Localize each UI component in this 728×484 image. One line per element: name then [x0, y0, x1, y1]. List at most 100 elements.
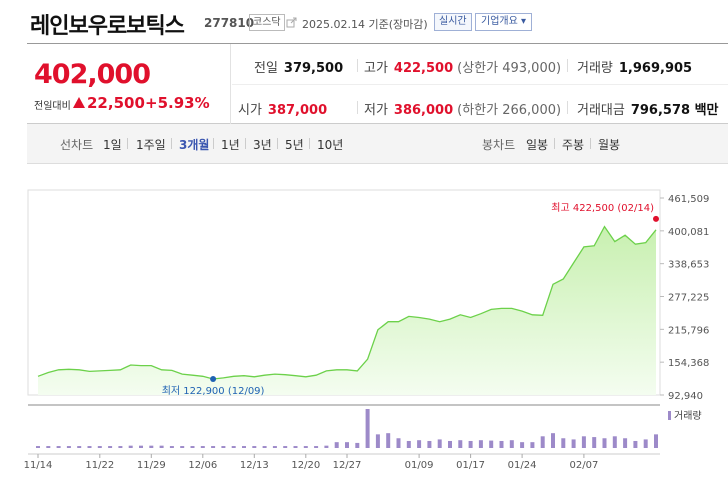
up-arrow-icon — [73, 97, 85, 108]
line-chart-label: 선차트 — [60, 138, 94, 152]
volume-bar — [417, 440, 422, 448]
tab-monthly[interactable]: 월봉 — [598, 138, 621, 152]
volume-bar — [581, 436, 586, 448]
volume-bar — [386, 433, 391, 448]
divider — [357, 101, 358, 114]
stat-value: 379,500 — [283, 61, 344, 76]
x-tick-label: 01/17 — [456, 460, 485, 471]
volume-bar — [190, 446, 195, 448]
volume-bar — [272, 446, 277, 448]
tab-1w[interactable]: 1주일 — [136, 138, 166, 152]
divider — [357, 59, 358, 72]
x-tick-label: 11/22 — [85, 460, 114, 471]
chart-tabs: 선차트 1일 1주일 3개월 1년 3년 5년 10년 봉차트 일봉 주봉 월봉 — [27, 124, 728, 164]
company-overview-button[interactable]: 기업개요 ▾ — [475, 13, 532, 31]
volume-bar — [108, 446, 113, 448]
candle-chart-label: 봉차트 — [482, 138, 516, 152]
volume-bar — [592, 437, 597, 448]
volume-bar — [427, 440, 432, 448]
volume-bar — [97, 446, 102, 448]
divider — [567, 59, 568, 72]
tab-1y[interactable]: 1년 — [221, 138, 240, 152]
volume-bar — [530, 442, 535, 448]
stat-label: 거래대금 — [577, 103, 625, 118]
stock-name: 레인보우로보틱스 — [30, 14, 185, 39]
volume-bars: 거래량 — [36, 409, 702, 448]
divider — [171, 138, 172, 149]
y-tick-label: 400,081 — [668, 227, 709, 238]
volume-bar — [211, 446, 216, 448]
volume-bar — [66, 446, 71, 448]
divider — [277, 138, 278, 149]
volume-bar — [139, 445, 143, 448]
max-marker — [653, 215, 659, 222]
x-tick-label: 12/20 — [291, 460, 320, 471]
divider — [567, 101, 568, 114]
x-tick-label: 11/29 — [137, 460, 166, 471]
x-tick-label: 01/09 — [405, 460, 434, 471]
divider — [127, 138, 128, 149]
stat-label: 저가 — [364, 103, 388, 118]
tab-5y[interactable]: 5년 — [285, 138, 304, 152]
volume-bar — [262, 446, 267, 448]
volume-bar — [36, 446, 40, 448]
volume-bar — [355, 442, 360, 448]
price-diff: 22,500 — [87, 94, 145, 112]
volume-bar — [334, 442, 339, 448]
divider — [232, 84, 728, 85]
stat-high: 고가 422,500 (상한가 493,000) — [364, 57, 561, 76]
divider — [309, 138, 310, 149]
divider — [554, 138, 555, 149]
volume-bar — [159, 445, 164, 448]
stat-value: 1,969,905 — [618, 61, 693, 76]
y-tick-label: 92,940 — [668, 391, 703, 402]
volume-bar — [571, 439, 576, 448]
base-date: 2025.02.14 기준(장마감) — [302, 18, 428, 31]
volume-bar — [633, 440, 638, 448]
volume-bar — [128, 445, 133, 448]
current-price: 402,000 — [34, 59, 151, 90]
volume-bar — [437, 439, 442, 448]
volume-bar — [551, 433, 555, 448]
volume-bar — [643, 439, 648, 448]
tab-10y[interactable]: 10년 — [317, 138, 344, 152]
tab-1d[interactable]: 1일 — [103, 138, 122, 152]
stat-label: 거래량 — [577, 61, 613, 76]
volume-bar — [406, 440, 411, 448]
share-icon[interactable] — [286, 16, 298, 28]
realtime-button[interactable]: 실시간 — [434, 13, 472, 31]
stat-value: 386,000 — [393, 103, 454, 118]
volume-bar — [468, 440, 473, 448]
tab-3y[interactable]: 3년 — [253, 138, 272, 152]
volume-bar — [396, 438, 401, 448]
stat-label: 시가 — [238, 103, 262, 118]
x-tick-label: 12/06 — [188, 460, 217, 471]
y-tick-label: 461,509 — [668, 194, 709, 205]
market-badge: 코스닥 — [249, 14, 285, 31]
x-axis-ticks: 11/14 11/22 11/29 12/06 12/13 12/20 12/27 01/09… — [24, 454, 598, 471]
chart-markers: 최고 422,500 (02/14) 최저 122,900 (12/09) — [162, 202, 659, 397]
y-tick-label: 154,368 — [668, 358, 709, 369]
diff-label: 전일대비 — [34, 101, 71, 112]
x-tick-label: 11/14 — [24, 460, 53, 471]
price-box: 402,000 전일대비 22,500 +5.93% — [27, 44, 231, 124]
tab-weekly[interactable]: 주봉 — [562, 138, 585, 152]
y-axis-ticks: 461,509 400,081 338,653 277,225 215,796 154,3… — [660, 194, 709, 402]
tab-3m[interactable]: 3개월 — [179, 138, 210, 152]
volume-bar — [345, 442, 349, 448]
volume-bar — [509, 440, 514, 448]
stat-amount: 거래대금 796,578 백만 — [577, 99, 719, 118]
volume-bar — [561, 438, 566, 448]
volume-legend-label: 거래량 — [674, 410, 702, 422]
volume-bar — [314, 446, 319, 448]
stat-value: 422,500 — [393, 61, 454, 76]
volume-bar — [448, 440, 452, 448]
volume-bar — [283, 446, 288, 448]
tab-daily[interactable]: 일봉 — [526, 138, 549, 152]
volume-bar — [252, 446, 257, 448]
stat-value: 387,000 — [267, 103, 328, 118]
volume-bar — [602, 438, 607, 448]
volume-bar — [623, 438, 628, 448]
volume-bar — [478, 440, 483, 448]
price-rate: +5.93% — [145, 94, 210, 112]
